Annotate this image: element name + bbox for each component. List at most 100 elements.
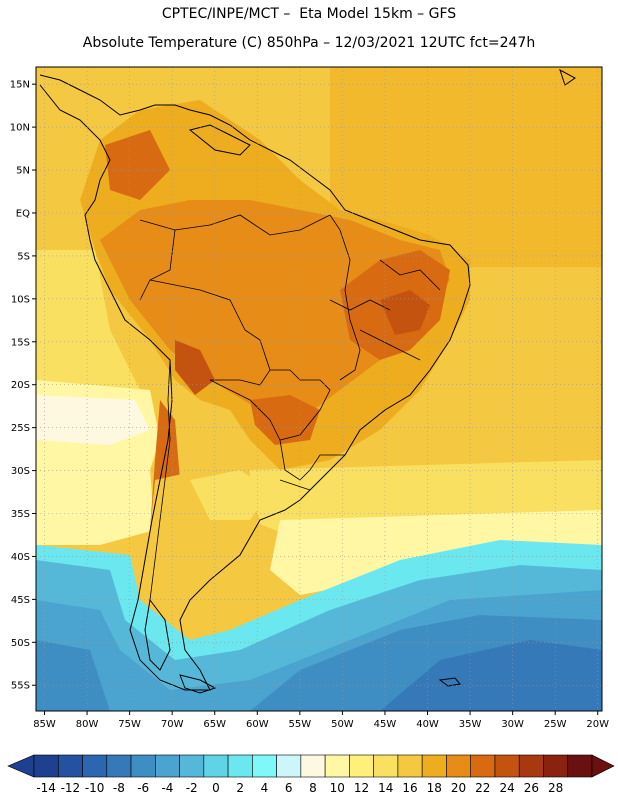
colorbar-swatch xyxy=(300,754,326,778)
lon-tick-label: 65W xyxy=(203,719,226,730)
colorbar-swatch xyxy=(397,754,423,778)
temperature-field xyxy=(36,67,602,711)
longitude-axis: 85W 80W 75W 70W 65W 60W 55W 50W 45W 40W 35W 30W 25W 2… xyxy=(33,711,609,730)
lat-tick-label: 30S xyxy=(11,466,30,477)
lat-tick-label: 35S xyxy=(11,509,30,520)
field-sw-blue xyxy=(36,640,110,711)
colorbar-label: 8 xyxy=(309,781,317,795)
field-hot-brazil-core xyxy=(380,290,430,335)
south-america-coastline xyxy=(39,74,471,691)
lon-tick-label: 40W xyxy=(416,719,439,730)
lon-tick-label: 85W xyxy=(33,719,56,730)
colorbar-label: 16 xyxy=(402,781,417,795)
field-hot-bolivia xyxy=(175,340,215,395)
lat-tick-label: 55S xyxy=(11,681,30,692)
colorbar-swatch xyxy=(373,754,399,778)
border-brazil-states xyxy=(329,214,361,381)
lon-tick-label: 55W xyxy=(289,719,312,730)
field-cream-patch xyxy=(36,395,150,445)
colorbar-swatch xyxy=(227,754,253,778)
lat-tick-label: 20S xyxy=(11,380,30,391)
field-continent-18-20 xyxy=(100,200,450,420)
colorbar-swatch xyxy=(421,754,447,778)
border-uruguay xyxy=(279,439,345,481)
map-title-line-2: Absolute Temperature (C) 850hPa – 12/03/… xyxy=(82,35,536,51)
colorbar-label: -10 xyxy=(85,781,105,795)
coastline-lake xyxy=(188,124,251,156)
lon-tick-label: 45W xyxy=(374,719,397,730)
lon-tick-label: 70W xyxy=(161,719,184,730)
lat-tick-label: 50S xyxy=(11,638,30,649)
gridlines xyxy=(36,67,602,711)
coastline-tierra-del-fuego xyxy=(179,674,217,694)
colorbar-swatch xyxy=(179,754,205,778)
colorbar-swatch xyxy=(543,754,569,778)
colorbar-swatch xyxy=(470,754,496,778)
lat-tick-label: EQ xyxy=(16,208,30,219)
colorbar-swatch xyxy=(494,754,520,778)
lon-tick-label: 75W xyxy=(118,719,141,730)
colorbar-label: 20 xyxy=(451,781,466,795)
coastline-chile-islands xyxy=(144,598,171,671)
lat-tick-label: 45S xyxy=(11,595,30,606)
lat-tick-label: 10S xyxy=(11,294,30,305)
colorbar-swatch xyxy=(567,754,593,778)
colorbar-swatch xyxy=(155,754,180,778)
colorbar-label: -14 xyxy=(36,781,56,795)
colorbar-label: -2 xyxy=(186,781,198,795)
colorbar-swatch xyxy=(203,754,229,778)
border-ne-states xyxy=(379,259,441,291)
lat-tick-label: 5N xyxy=(16,166,30,177)
colorbar-label: 0 xyxy=(212,781,220,795)
lat-tick-label: 15N xyxy=(10,80,30,91)
colorbar-swatch xyxy=(446,754,471,778)
colorbar-over-arrow xyxy=(591,754,615,778)
lat-tick-label: 10N xyxy=(10,123,30,134)
colorbar-swatch xyxy=(106,754,132,778)
field-pale-band-south xyxy=(36,470,155,545)
border-peru-brazil xyxy=(139,229,176,301)
coastline-caribbean-islands xyxy=(559,68,576,86)
lon-tick-label: 80W xyxy=(76,719,99,730)
colorbar-swatch xyxy=(33,754,59,778)
field-argentina-pale xyxy=(190,470,270,520)
lat-tick-label: 25S xyxy=(11,423,30,434)
field-hot-colombia xyxy=(105,130,170,200)
colorbar-swatch xyxy=(276,754,302,778)
colorbar-swatch xyxy=(57,754,83,778)
colorbar-label: 14 xyxy=(378,781,393,795)
colorbar-swatch xyxy=(82,754,108,778)
colorbar-label: 10 xyxy=(330,781,345,795)
lon-tick-label: 50W xyxy=(331,719,354,730)
country-borders xyxy=(139,214,441,601)
colorbar-label: 12 xyxy=(354,781,369,795)
map-title-line-1: CPTEC/INPE/MCT – Eta Model 15km – GFS xyxy=(161,6,457,22)
colorbar-label: -4 xyxy=(161,781,173,795)
plot-frame xyxy=(35,66,603,712)
lon-tick-label: 35W xyxy=(459,719,482,730)
lat-tick-label: 5S xyxy=(17,251,30,262)
lon-tick-label: 60W xyxy=(246,719,269,730)
colorbar-label: 28 xyxy=(548,781,563,795)
lon-tick-label: 25W xyxy=(544,719,567,730)
lat-tick-label: 15S xyxy=(11,337,30,348)
colorbar-swatch xyxy=(252,754,277,778)
colorbar-swatch xyxy=(130,754,156,778)
colorbar-label: 4 xyxy=(261,781,269,795)
lon-tick-label: 20W xyxy=(586,719,609,730)
colorbar-label: 2 xyxy=(236,781,244,795)
border-state-1 xyxy=(359,329,421,361)
colorbar-label: 6 xyxy=(285,781,293,795)
colorbar-label: -12 xyxy=(61,781,81,795)
colorbar-label: 24 xyxy=(499,781,514,795)
border-bolivia xyxy=(149,279,271,386)
lon-tick-label: 30W xyxy=(501,719,524,730)
colorbar-swatch xyxy=(349,754,374,778)
colorbar-label: 26 xyxy=(524,781,539,795)
colorbar-label: 18 xyxy=(427,781,442,795)
colorbar-swatch xyxy=(518,754,544,778)
colorbar-label: -6 xyxy=(137,781,149,795)
latitude-axis: 15N 10N 5N EQ 5S 10S 15S 20S 25S 30S 35S 40S 45S 50S 5… xyxy=(10,80,36,692)
border-rio-plata xyxy=(279,479,311,491)
